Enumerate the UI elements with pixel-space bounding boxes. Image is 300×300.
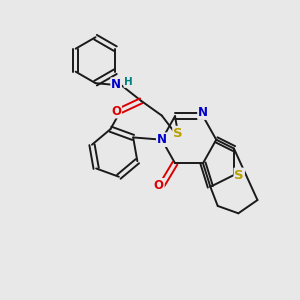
Text: S: S: [234, 169, 244, 182]
Text: O: O: [154, 179, 164, 192]
Text: S: S: [173, 127, 183, 140]
Text: O: O: [111, 105, 121, 118]
Text: H: H: [124, 77, 133, 87]
Text: N: N: [111, 78, 121, 91]
Text: N: N: [198, 106, 208, 119]
Text: N: N: [157, 133, 167, 146]
